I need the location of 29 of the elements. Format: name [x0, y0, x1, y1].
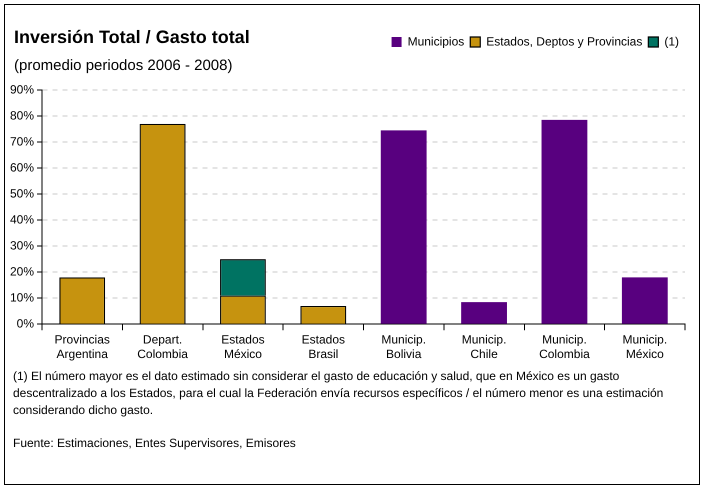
y-tick-label: 30% — [10, 238, 34, 252]
x-tick-label: Estados México — [221, 332, 265, 362]
x-tick-label: Municip. México — [622, 332, 668, 362]
bar — [380, 130, 427, 324]
y-tick-label: 10% — [10, 290, 34, 304]
legend-label: Estados, Deptos y Provincias — [486, 34, 642, 48]
legend-label: (1) — [664, 34, 680, 48]
y-tick-label: 40% — [10, 212, 34, 226]
x-tick-label: Municip. Bolivia — [381, 332, 426, 362]
y-tick-label: 90% — [10, 82, 34, 96]
bar — [542, 120, 588, 324]
x-tick-label: Municip. Colombia — [539, 332, 590, 362]
chart-subtitle: (promedio periodos 2006 - 2008) — [14, 57, 232, 74]
legend-label: Municipios — [408, 34, 464, 48]
y-tick-label: 20% — [10, 264, 34, 278]
source-note: Fuente: Estimaciones, Entes Supervisores, Emisores — [13, 435, 297, 452]
x-tick-label: Depart. Colombia — [137, 332, 188, 362]
y-tick-label: 50% — [10, 186, 34, 200]
chart-title: Inversión Total / Gasto total — [14, 27, 250, 48]
y-tick-label: 0% — [16, 316, 34, 331]
x-tick-label: Municip. Chile — [462, 332, 506, 362]
x-tick-label: Estados Brasil — [302, 332, 345, 362]
x-tick-label: Provincias Argentina — [54, 332, 110, 362]
y-tick-label: 70% — [10, 134, 34, 148]
y-tick-label: 80% — [10, 108, 34, 122]
bar — [622, 277, 668, 324]
bar — [461, 302, 507, 324]
text: (1) El número mayor es el dato estimado sin considerar el gasto de educación y salud, que en México es un gasto descentralizado a los Estados, para el cual la Federación envía recursos específicos / el número menor es una estimación considerando dicho gasto. — [13, 368, 664, 419]
y-tick-label: 60% — [10, 160, 34, 174]
